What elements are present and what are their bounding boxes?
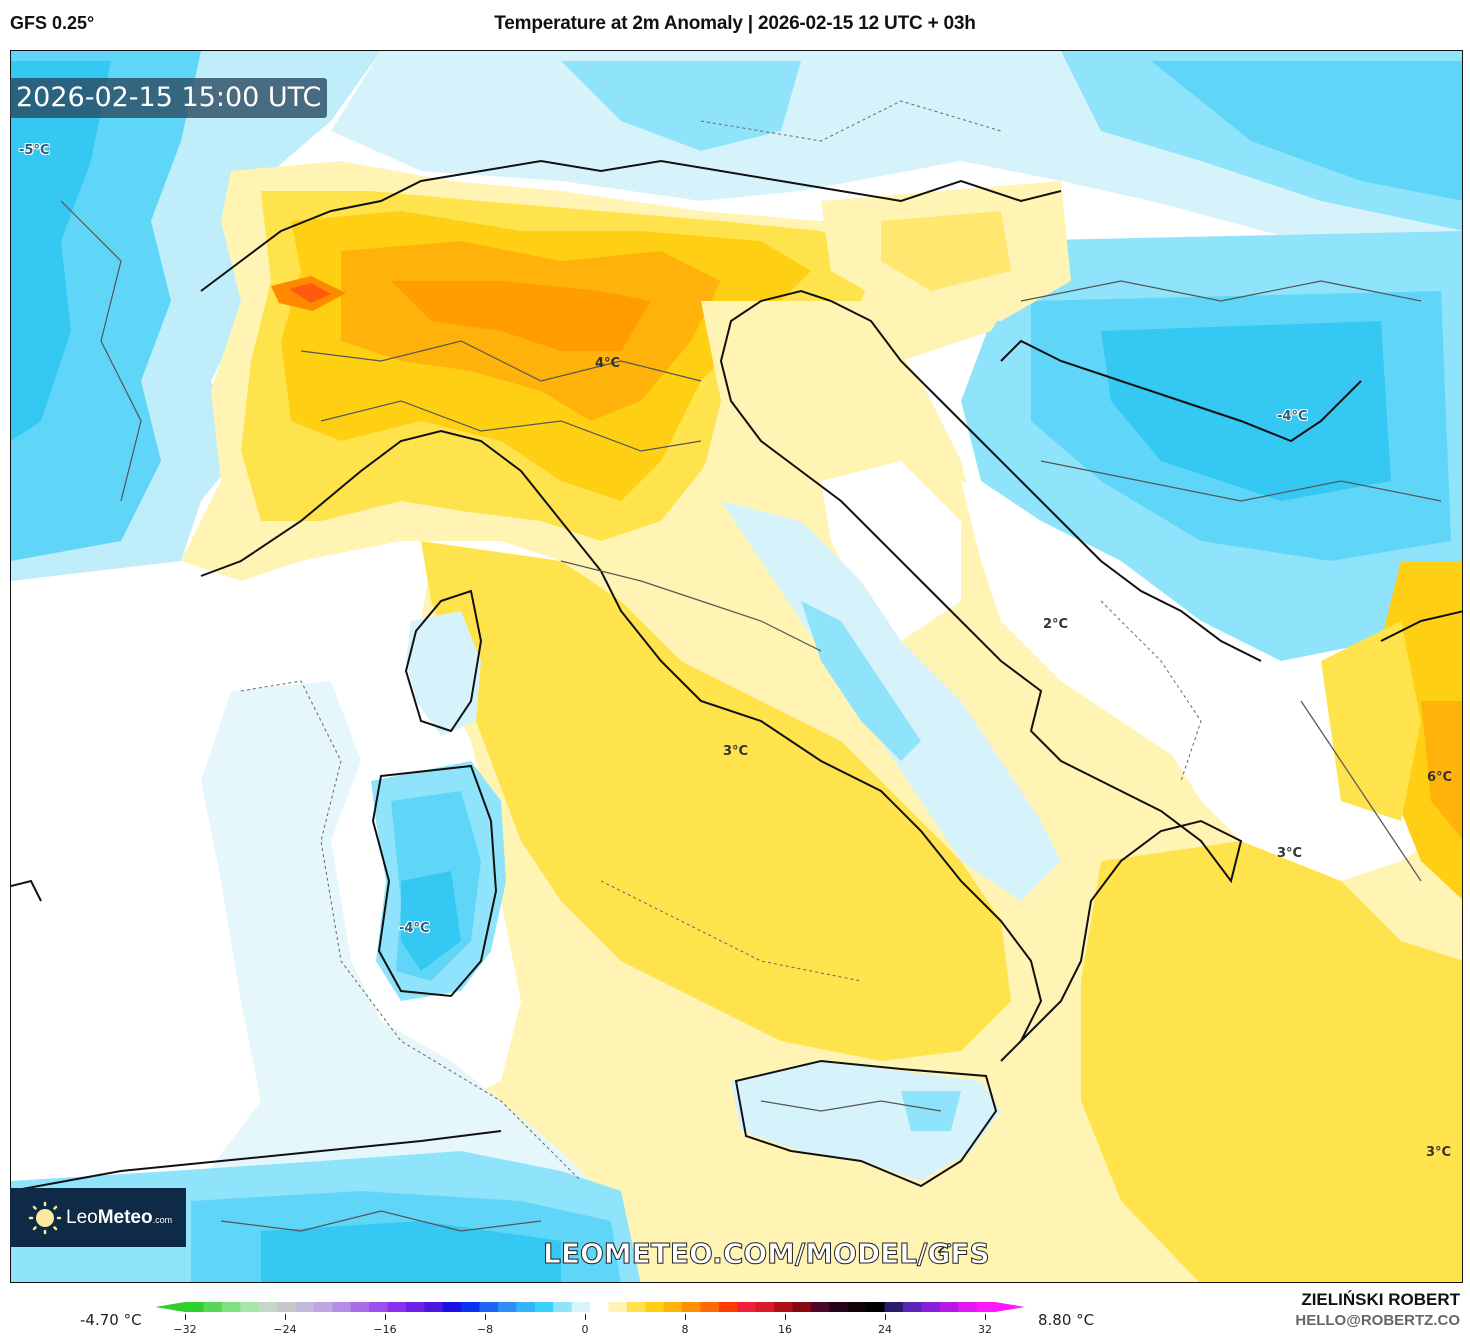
- map-label: -4°C: [1277, 409, 1308, 424]
- map-label: 4°C: [595, 356, 621, 371]
- colorbar-min-label: -4.70 °C: [80, 1311, 142, 1329]
- sun-icon: [28, 1201, 62, 1234]
- map-label: 3°C: [1277, 846, 1303, 861]
- map-label: -4°C: [399, 921, 430, 936]
- map-label: 2°C: [937, 1242, 963, 1257]
- colorbar-tick: [685, 1314, 686, 1320]
- colorbar-tick: [185, 1314, 186, 1320]
- colorbar-tick-label: −32: [173, 1323, 197, 1336]
- colorbar-tick: [285, 1314, 286, 1320]
- map-label: 3°C: [1426, 1145, 1452, 1160]
- colorbar-tick: [985, 1314, 986, 1320]
- map-fill-layer: [11, 51, 1462, 1282]
- author-name: ZIELIŃSKI ROBERT: [1301, 1290, 1460, 1309]
- map-label: -5°C: [19, 143, 50, 158]
- watermark-url: LEOMETEO.COM/MODEL/GFS: [543, 1237, 991, 1271]
- leometeo-logo[interactable]: LeoMeteo.com: [10, 1188, 186, 1247]
- colorbar-tick: [585, 1314, 586, 1320]
- colorbar-tick: [885, 1314, 886, 1320]
- colorbar-tick-label: 24: [878, 1323, 892, 1336]
- colorbar-tick-label: −16: [373, 1323, 397, 1336]
- colorbar: [155, 1302, 1025, 1312]
- colorbar-tick-label: −8: [476, 1323, 494, 1336]
- colorbar-max-label: 8.80 °C: [1038, 1311, 1095, 1329]
- model-name: GFS 0.25°: [10, 13, 95, 33]
- map-label: 6°C: [1427, 770, 1453, 785]
- colorbar-tick-label: 32: [978, 1323, 992, 1336]
- chart-title: Temperature at 2m Anomaly | 2026-02-15 1…: [494, 13, 976, 34]
- colorbar-tick-label: 0: [581, 1323, 589, 1336]
- anomaly-map[interactable]: -5°C 4°C -4°C 2°C 3°C 6°C 3°C -4°C 3°C 2…: [10, 50, 1463, 1283]
- colorbar-tick-label: 8: [681, 1323, 689, 1336]
- author-email: HELLO@ROBERTZ.CO: [1295, 1312, 1460, 1329]
- colorbar-tick: [385, 1314, 386, 1320]
- colorbar-tick-label: −24: [273, 1323, 297, 1336]
- colorbar-tick: [785, 1314, 786, 1320]
- logo-text: LeoMeteo.com: [66, 1206, 173, 1228]
- colorbar-tick: [485, 1314, 486, 1320]
- map-label: 2°C: [1043, 617, 1069, 632]
- colorbar-tick-label: 16: [778, 1323, 792, 1336]
- valid-time-badge: 2026-02-15 15:00 UTC: [10, 78, 328, 118]
- map-label: 3°C: [723, 744, 749, 759]
